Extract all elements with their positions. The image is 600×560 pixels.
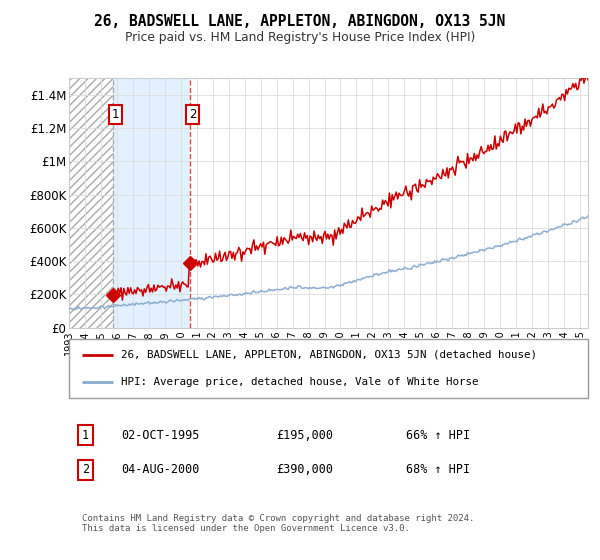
Text: 2: 2 [188, 109, 196, 122]
Bar [69, 78, 113, 328]
Text: 26, BADSWELL LANE, APPLETON, ABINGDON, OX13 5JN (detached house): 26, BADSWELL LANE, APPLETON, ABINGDON, O… [121, 349, 537, 360]
Text: HPI: Average price, detached house, Vale of White Horse: HPI: Average price, detached house, Vale… [121, 377, 478, 387]
Text: 1: 1 [82, 428, 89, 441]
Text: £390,000: £390,000 [277, 464, 334, 477]
Text: 26, BADSWELL LANE, APPLETON, ABINGDON, OX13 5JN: 26, BADSWELL LANE, APPLETON, ABINGDON, O… [94, 14, 506, 29]
Text: Contains HM Land Registry data © Crown copyright and database right 2024.
This d: Contains HM Land Registry data © Crown c… [82, 514, 475, 533]
Bar [113, 78, 190, 328]
Text: 02-OCT-1995: 02-OCT-1995 [121, 428, 199, 441]
Text: 68% ↑ HPI: 68% ↑ HPI [406, 464, 470, 477]
Text: Price paid vs. HM Land Registry's House Price Index (HPI): Price paid vs. HM Land Registry's House … [125, 31, 475, 44]
FancyBboxPatch shape [69, 339, 588, 398]
Text: 04-AUG-2000: 04-AUG-2000 [121, 464, 199, 477]
Text: £195,000: £195,000 [277, 428, 334, 441]
Text: 66% ↑ HPI: 66% ↑ HPI [406, 428, 470, 441]
Text: 2: 2 [82, 464, 89, 477]
Text: 1: 1 [112, 109, 119, 122]
